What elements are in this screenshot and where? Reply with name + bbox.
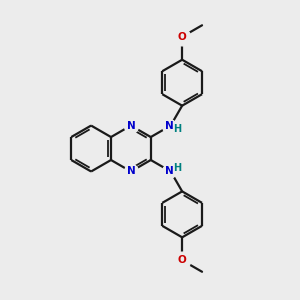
Text: N: N xyxy=(165,121,174,130)
Text: N: N xyxy=(165,167,174,176)
Text: N: N xyxy=(127,121,135,130)
Text: O: O xyxy=(178,255,187,265)
Text: N: N xyxy=(127,167,135,176)
Text: O: O xyxy=(178,32,187,42)
Text: H: H xyxy=(173,163,181,173)
Text: H: H xyxy=(173,124,181,134)
